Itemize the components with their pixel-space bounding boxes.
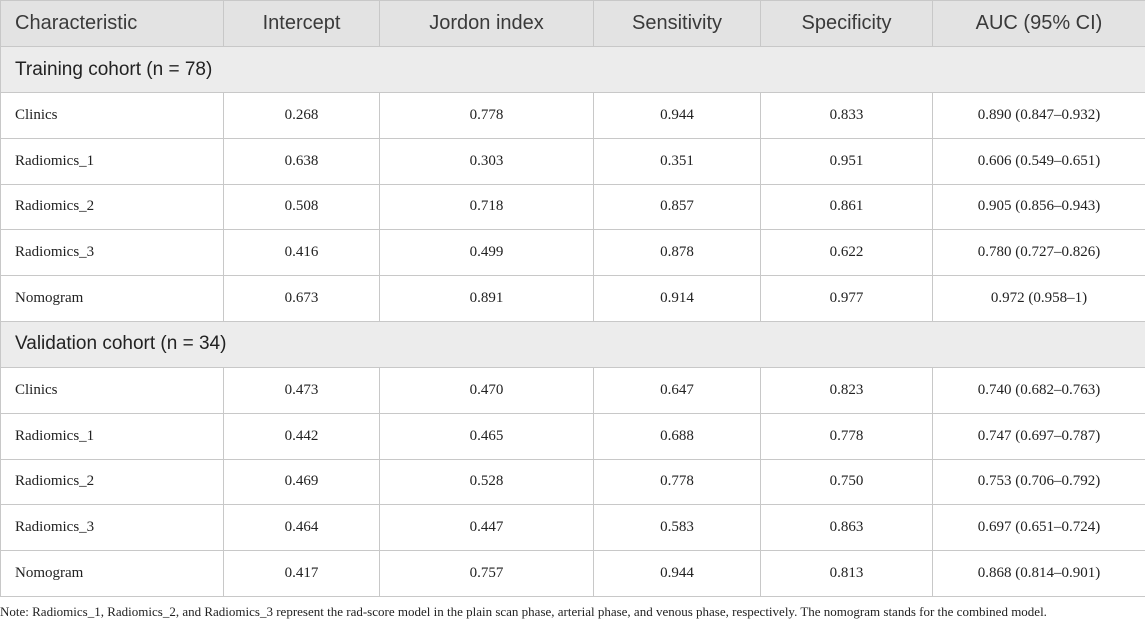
cell-intercept: 0.416 [223, 229, 380, 277]
table-row: Clinics 0.473 0.470 0.647 0.823 0.740 (0.682–… [0, 366, 1145, 414]
cell-auc: 0.740 (0.682–0.763) [932, 366, 1145, 414]
cell-specificity: 0.861 [760, 183, 933, 231]
cell-jordon-index: 0.718 [379, 183, 594, 231]
table-row: Radiomics_1 0.442 0.465 0.688 0.778 0.747 (0.… [0, 412, 1145, 460]
header-sensitivity: Sensitivity [593, 0, 761, 47]
table-row: Radiomics_1 0.638 0.303 0.351 0.951 0.606 (0.… [0, 137, 1145, 185]
cell-intercept: 0.469 [223, 458, 380, 506]
cell-auc: 0.753 (0.706–0.792) [932, 458, 1145, 506]
header-jordon-index: Jordon index [379, 0, 594, 47]
cell-characteristic: Radiomics_1 [0, 137, 224, 185]
cell-specificity: 0.951 [760, 137, 933, 185]
cell-intercept: 0.268 [223, 92, 380, 139]
cell-characteristic: Radiomics_3 [0, 504, 224, 552]
cell-sensitivity: 0.688 [593, 412, 761, 460]
section-title: Training cohort (n = 78) [0, 46, 1145, 93]
table-row: Radiomics_2 0.508 0.718 0.857 0.861 0.905 (0.… [0, 183, 1145, 231]
cell-characteristic: Radiomics_2 [0, 183, 224, 231]
cell-sensitivity: 0.351 [593, 137, 761, 185]
cell-specificity: 0.750 [760, 458, 933, 506]
cell-characteristic: Nomogram [0, 550, 224, 597]
cell-intercept: 0.464 [223, 504, 380, 552]
table-row: Radiomics_3 0.464 0.447 0.583 0.863 0.697 (0.… [0, 504, 1145, 552]
section-title: Validation cohort (n = 34) [0, 320, 1145, 368]
cell-intercept: 0.508 [223, 183, 380, 231]
cell-sensitivity: 0.944 [593, 92, 761, 139]
cell-specificity: 0.622 [760, 229, 933, 277]
cell-specificity: 0.813 [760, 550, 933, 597]
cell-jordon-index: 0.757 [379, 550, 594, 597]
cell-specificity: 0.778 [760, 412, 933, 460]
table-row: Clinics 0.268 0.778 0.944 0.833 0.890 (0.847–… [0, 92, 1145, 139]
cell-sensitivity: 0.878 [593, 229, 761, 277]
cell-sensitivity: 0.944 [593, 550, 761, 597]
cell-intercept: 0.673 [223, 275, 380, 322]
cell-jordon-index: 0.528 [379, 458, 594, 506]
cell-auc: 0.890 (0.847–0.932) [932, 92, 1145, 139]
cell-intercept: 0.442 [223, 412, 380, 460]
cell-characteristic: Radiomics_2 [0, 458, 224, 506]
table-row: Nomogram 0.417 0.757 0.944 0.813 0.868 (0.814… [0, 550, 1145, 597]
header-intercept: Intercept [223, 0, 380, 47]
section-row: Training cohort (n = 78) [0, 46, 1145, 93]
cell-sensitivity: 0.583 [593, 504, 761, 552]
table-row: Radiomics_2 0.469 0.528 0.778 0.750 0.753 (0.… [0, 458, 1145, 506]
table-note: Note: Radiomics_1, Radiomics_2, and Radi… [0, 604, 1047, 619]
cell-auc: 0.606 (0.549–0.651) [932, 137, 1145, 185]
cell-sensitivity: 0.778 [593, 458, 761, 506]
cell-characteristic: Clinics [0, 92, 224, 139]
cell-jordon-index: 0.447 [379, 504, 594, 552]
cell-jordon-index: 0.891 [379, 275, 594, 322]
cell-specificity: 0.863 [760, 504, 933, 552]
cell-intercept: 0.638 [223, 137, 380, 185]
cell-characteristic: Nomogram [0, 275, 224, 322]
header-characteristic: Characteristic [0, 0, 224, 47]
cell-characteristic: Radiomics_3 [0, 229, 224, 277]
header-row: Characteristic Intercept Jordon index Se… [0, 0, 1145, 47]
cell-sensitivity: 0.914 [593, 275, 761, 322]
cell-auc: 0.747 (0.697–0.787) [932, 412, 1145, 460]
cell-jordon-index: 0.465 [379, 412, 594, 460]
cell-sensitivity: 0.857 [593, 183, 761, 231]
cell-auc: 0.868 (0.814–0.901) [932, 550, 1145, 597]
cell-specificity: 0.833 [760, 92, 933, 139]
cell-intercept: 0.417 [223, 550, 380, 597]
cell-auc: 0.780 (0.727–0.826) [932, 229, 1145, 277]
cell-characteristic: Clinics [0, 366, 224, 414]
cell-jordon-index: 0.778 [379, 92, 594, 139]
cell-jordon-index: 0.303 [379, 137, 594, 185]
section-row: Validation cohort (n = 34) [0, 320, 1145, 368]
cell-jordon-index: 0.499 [379, 229, 594, 277]
cell-auc: 0.972 (0.958–1) [932, 275, 1145, 322]
cell-auc: 0.697 (0.651–0.724) [932, 504, 1145, 552]
cell-intercept: 0.473 [223, 366, 380, 414]
table-row: Nomogram 0.673 0.891 0.914 0.977 0.972 (0.958… [0, 275, 1145, 322]
header-specificity: Specificity [760, 0, 933, 47]
cell-specificity: 0.823 [760, 366, 933, 414]
results-table: Characteristic Intercept Jordon index Se… [0, 0, 1145, 597]
cell-sensitivity: 0.647 [593, 366, 761, 414]
table-row: Radiomics_3 0.416 0.499 0.878 0.622 0.780 (0.… [0, 229, 1145, 277]
cell-jordon-index: 0.470 [379, 366, 594, 414]
header-auc: AUC (95% CI) [932, 0, 1145, 47]
cell-specificity: 0.977 [760, 275, 933, 322]
cell-characteristic: Radiomics_1 [0, 412, 224, 460]
cell-auc: 0.905 (0.856–0.943) [932, 183, 1145, 231]
